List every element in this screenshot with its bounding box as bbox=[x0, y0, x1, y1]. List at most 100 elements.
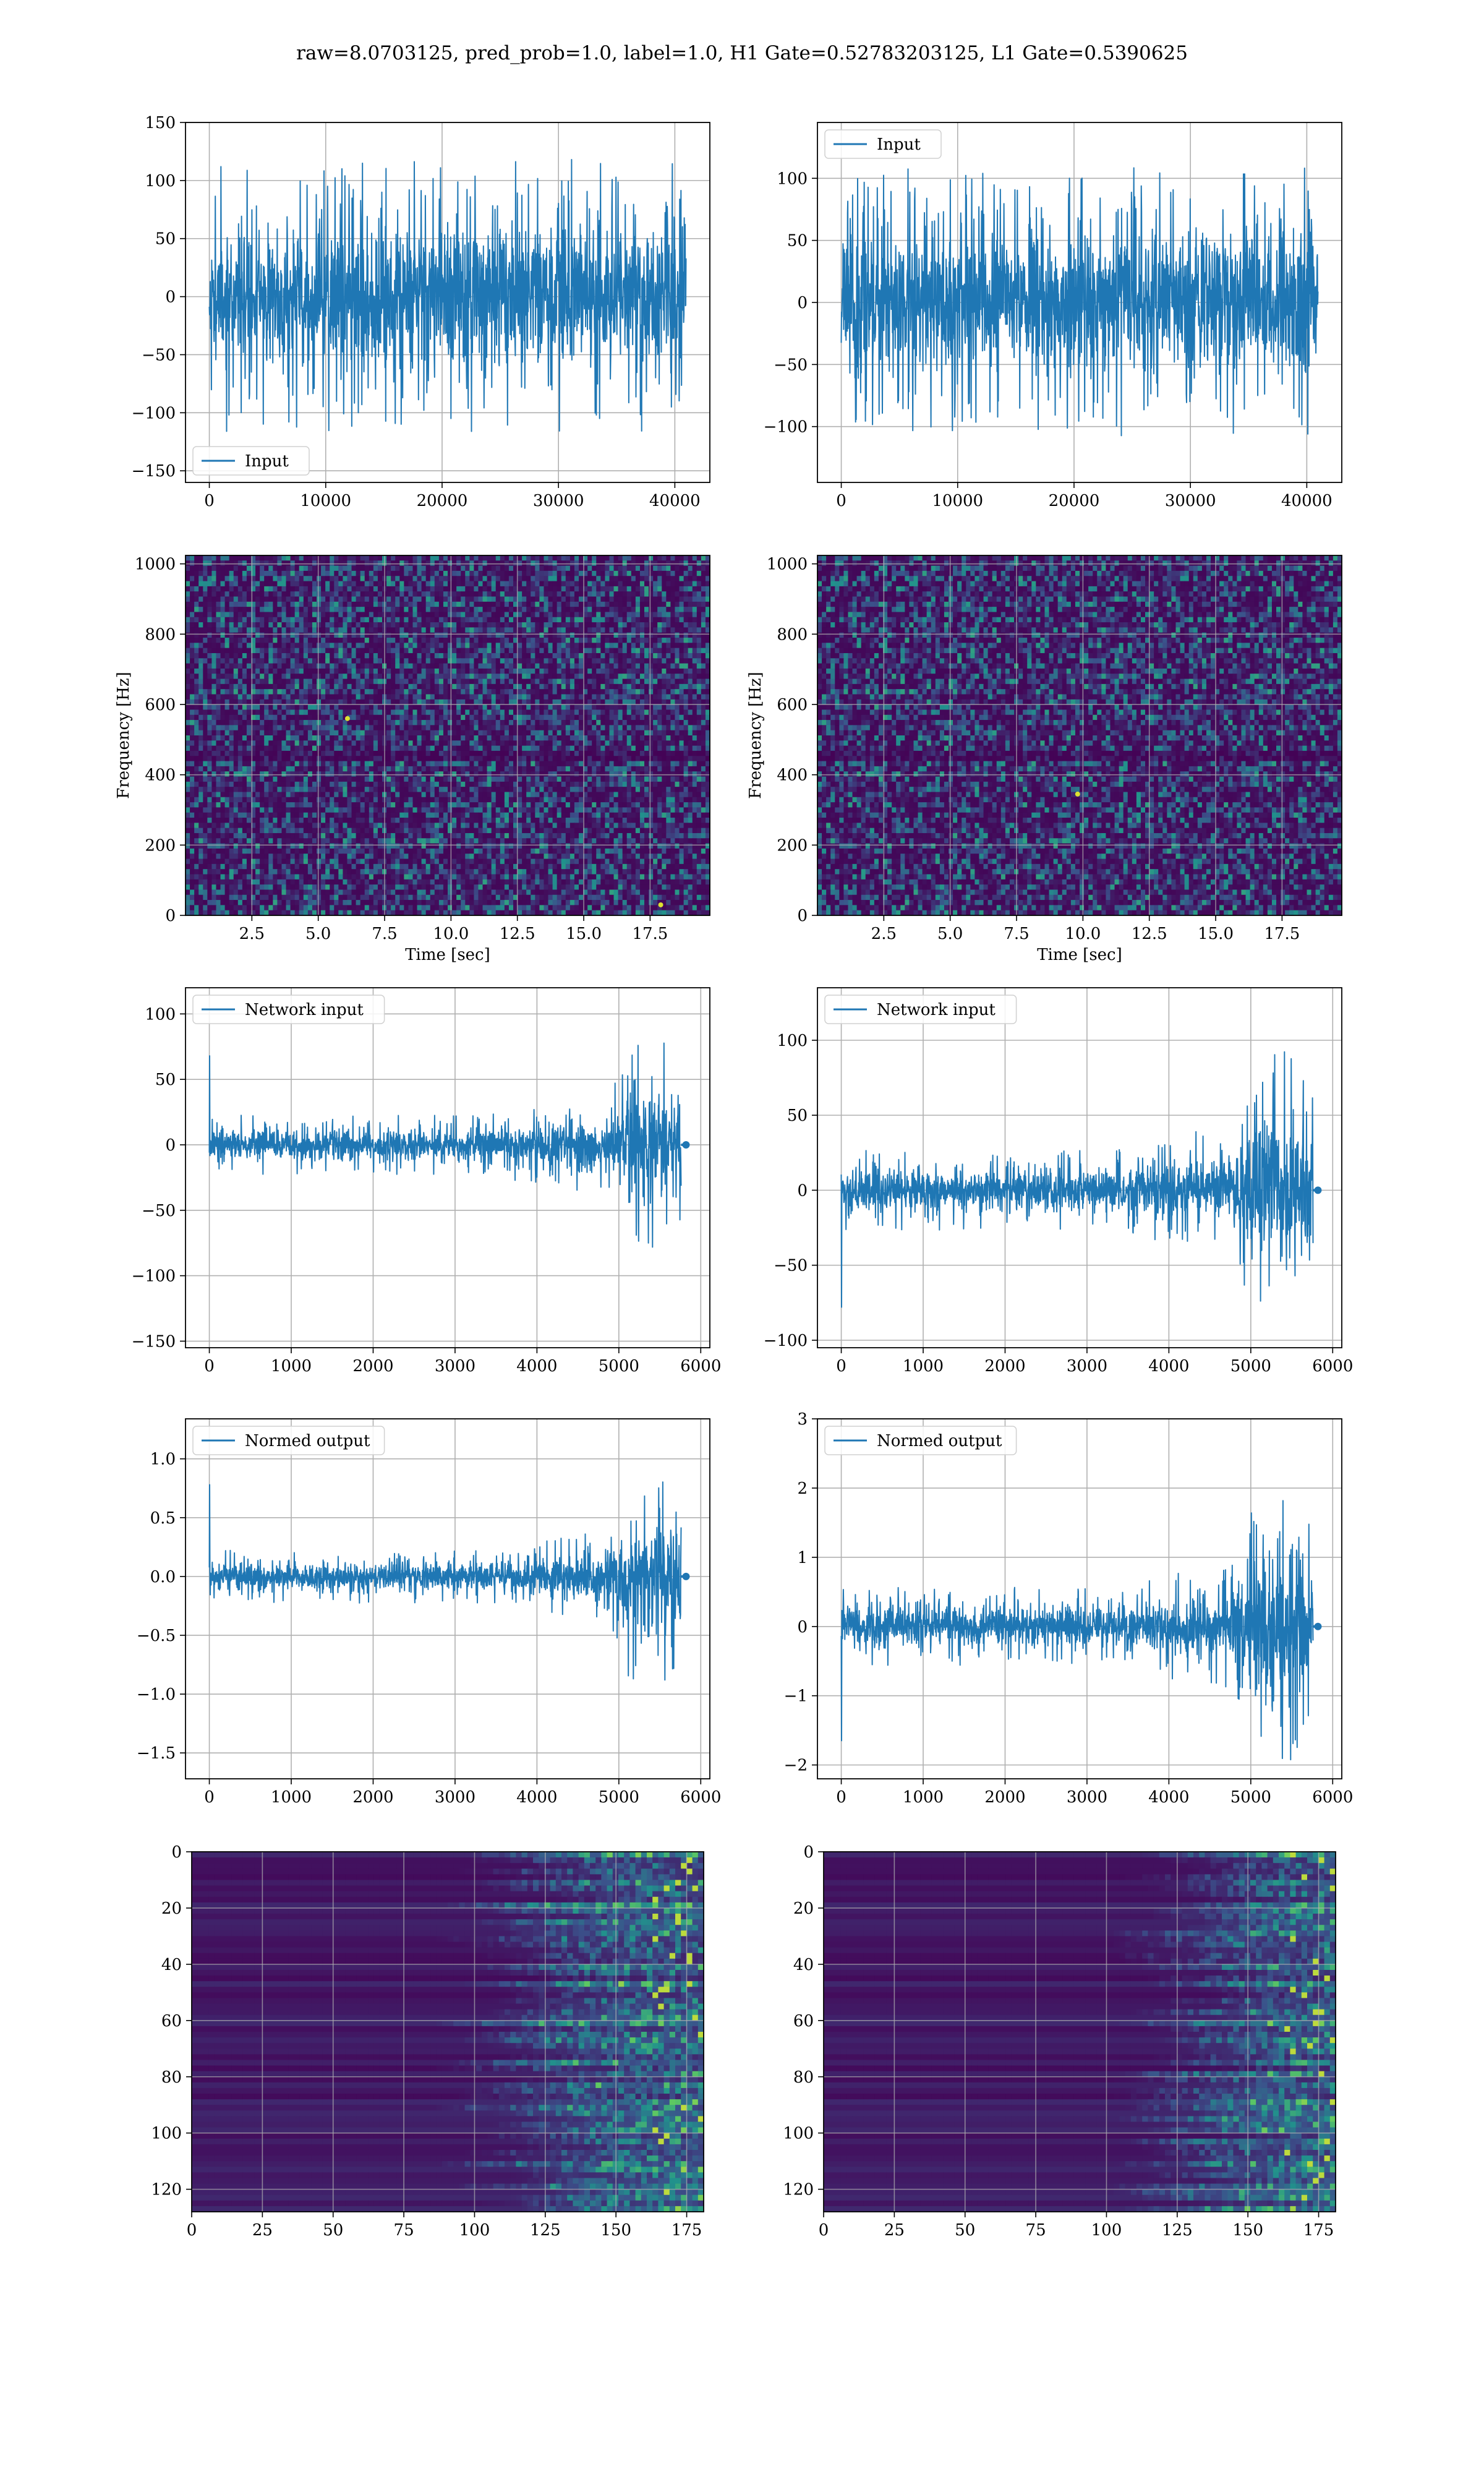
heatmap-cell bbox=[600, 678, 605, 685]
heatmap-cell bbox=[701, 689, 706, 695]
heatmap-cell bbox=[504, 658, 510, 664]
heatmap-cell bbox=[465, 699, 470, 705]
heatmap-cell bbox=[544, 750, 549, 756]
heatmap-cell bbox=[347, 596, 352, 602]
heatmap-cell bbox=[186, 638, 190, 643]
heatmap-cell bbox=[513, 694, 518, 700]
heatmap-cell bbox=[290, 570, 296, 576]
heatmap-cell bbox=[356, 632, 361, 638]
heatmap-cell bbox=[688, 694, 693, 700]
heatmap-cell bbox=[495, 735, 501, 741]
heatmap-cell bbox=[386, 699, 391, 705]
heatmap-cell bbox=[544, 730, 549, 736]
heatmap-cell bbox=[474, 714, 479, 721]
heatmap-cell bbox=[487, 663, 492, 669]
heatmap-cell bbox=[696, 612, 702, 618]
heatmap-cell bbox=[692, 576, 697, 582]
heatmap-cell bbox=[351, 632, 357, 638]
heatmap-cell bbox=[605, 560, 610, 567]
heatmap-cell bbox=[364, 740, 370, 747]
heatmap-cell bbox=[198, 720, 203, 726]
heatmap-cell bbox=[552, 699, 558, 705]
heatmap-cell bbox=[569, 560, 575, 567]
heatmap-cell bbox=[343, 761, 348, 767]
heatmap-cell bbox=[330, 565, 335, 571]
heatmap-cell bbox=[657, 745, 662, 751]
heatmap-cell bbox=[639, 709, 645, 716]
heatmap-cell bbox=[626, 699, 632, 705]
heatmap-cell bbox=[268, 730, 273, 736]
heatmap-cell bbox=[539, 638, 545, 643]
heatmap-cell bbox=[190, 668, 195, 674]
heatmap-cell bbox=[220, 596, 226, 602]
heatmap-cell bbox=[224, 740, 230, 747]
heatmap-cell bbox=[705, 612, 710, 618]
heatmap-cell bbox=[233, 638, 239, 643]
heatmap-cell bbox=[211, 740, 217, 747]
heatmap-cell bbox=[412, 632, 418, 638]
heatmap-cell bbox=[307, 663, 313, 669]
heatmap-cell bbox=[675, 725, 680, 731]
heatmap-cell bbox=[487, 689, 492, 695]
heatmap-cell bbox=[561, 658, 566, 664]
heatmap-cell bbox=[425, 601, 431, 607]
heatmap-cell bbox=[421, 591, 427, 597]
heatmap-cell bbox=[251, 740, 256, 747]
heatmap-cell bbox=[343, 709, 348, 716]
heatmap-cell bbox=[600, 581, 605, 587]
heatmap-cell bbox=[321, 648, 326, 654]
heatmap-cell bbox=[246, 648, 252, 654]
heatmap-cell bbox=[330, 586, 335, 592]
heatmap-cell bbox=[224, 653, 230, 659]
heatmap-cell bbox=[579, 596, 584, 602]
heatmap-cell bbox=[190, 591, 195, 597]
heatmap-cell bbox=[565, 704, 571, 711]
heatmap-cell bbox=[233, 632, 239, 638]
heatmap-cell bbox=[522, 632, 527, 638]
heatmap-cell bbox=[286, 632, 291, 638]
heatmap-cell bbox=[539, 683, 545, 690]
heatmap-cell bbox=[478, 674, 484, 680]
heatmap-cell bbox=[307, 704, 313, 711]
heatmap-cell bbox=[255, 725, 260, 731]
heatmap-cell bbox=[417, 607, 422, 613]
heatmap-cell bbox=[229, 668, 234, 674]
heatmap-cell bbox=[544, 627, 549, 633]
heatmap-cell bbox=[583, 658, 588, 664]
heatmap-cell bbox=[605, 586, 610, 592]
heatmap-cell bbox=[286, 607, 291, 613]
heatmap-cell bbox=[513, 663, 518, 669]
heatmap-cell bbox=[317, 648, 322, 654]
heatmap-cell bbox=[579, 601, 584, 607]
heatmap-cell bbox=[299, 689, 304, 695]
heatmap-cell bbox=[448, 750, 453, 756]
heatmap-cell bbox=[391, 586, 396, 592]
heatmap-cell bbox=[574, 761, 579, 767]
heatmap-cell bbox=[448, 740, 453, 747]
heatmap-cell bbox=[194, 638, 199, 643]
heatmap-cell bbox=[613, 740, 619, 747]
heatmap-cell bbox=[461, 596, 466, 602]
heatmap-cell bbox=[246, 756, 252, 762]
heatmap-cell bbox=[369, 699, 374, 705]
heatmap-cell bbox=[203, 612, 208, 618]
heatmap-cell bbox=[518, 683, 522, 690]
heatmap-cell bbox=[456, 761, 461, 767]
heatmap-cell bbox=[408, 632, 414, 638]
heatmap-cell bbox=[229, 730, 234, 736]
heatmap-cell bbox=[448, 653, 453, 659]
heatmap-cell bbox=[216, 627, 221, 633]
heatmap-cell bbox=[190, 658, 195, 664]
heatmap-cell bbox=[408, 581, 414, 587]
heatmap-cell bbox=[548, 668, 553, 674]
heatmap-cell bbox=[255, 581, 260, 587]
heatmap-cell bbox=[649, 570, 654, 576]
heatmap-cell bbox=[548, 607, 553, 613]
heatmap-cell bbox=[321, 627, 326, 633]
heatmap-cell bbox=[683, 591, 689, 597]
l1-input-legend-box bbox=[824, 129, 942, 159]
l1-input-legend: Input bbox=[824, 129, 942, 159]
heatmap-cell bbox=[508, 570, 514, 576]
heatmap-cell bbox=[351, 709, 357, 716]
heatmap-cell bbox=[290, 653, 296, 659]
